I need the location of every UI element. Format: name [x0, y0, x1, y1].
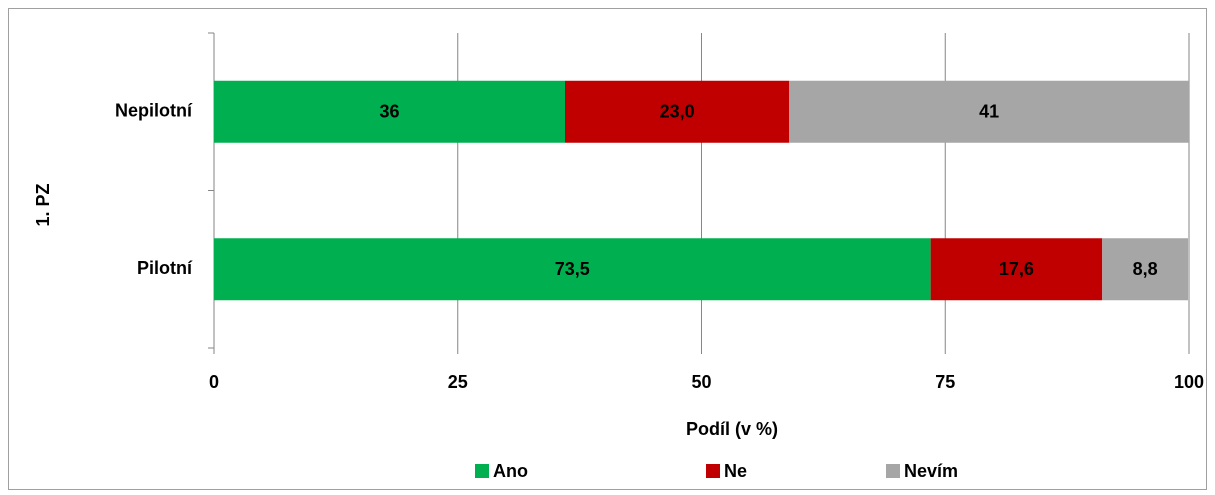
- legend-label: Ano: [493, 461, 528, 481]
- x-axis-title: Podíl (v %): [686, 419, 778, 439]
- x-tick-label: 50: [691, 372, 711, 392]
- data-label: 17,6: [999, 259, 1034, 279]
- data-label: 41: [979, 102, 999, 122]
- data-label: 23,0: [660, 102, 695, 122]
- bar-segment: [930, 238, 1103, 301]
- bar-segment: [214, 238, 931, 301]
- data-label: 73,5: [555, 259, 590, 279]
- x-tick-label: 100: [1174, 372, 1204, 392]
- legend-swatch: [886, 464, 900, 478]
- y-tick-label: Nepilotní: [115, 101, 193, 121]
- y-tick-label: Pilotní: [137, 258, 193, 278]
- x-tick-label: 25: [448, 372, 468, 392]
- bar-segment: [565, 80, 790, 143]
- legend-label: Ne: [724, 461, 747, 481]
- data-label: 8,8: [1133, 259, 1158, 279]
- legend-label: Nevím: [904, 461, 958, 481]
- x-tick-label: 75: [935, 372, 955, 392]
- data-label: 36: [379, 102, 399, 122]
- bar-segment: [1102, 238, 1189, 301]
- bar-segment: [214, 80, 565, 143]
- x-tick-label: 0: [209, 372, 219, 392]
- legend-swatch: [706, 464, 720, 478]
- bar-segment: [789, 80, 1189, 143]
- legend-swatch: [475, 464, 489, 478]
- group-label: 1. PZ: [33, 183, 53, 226]
